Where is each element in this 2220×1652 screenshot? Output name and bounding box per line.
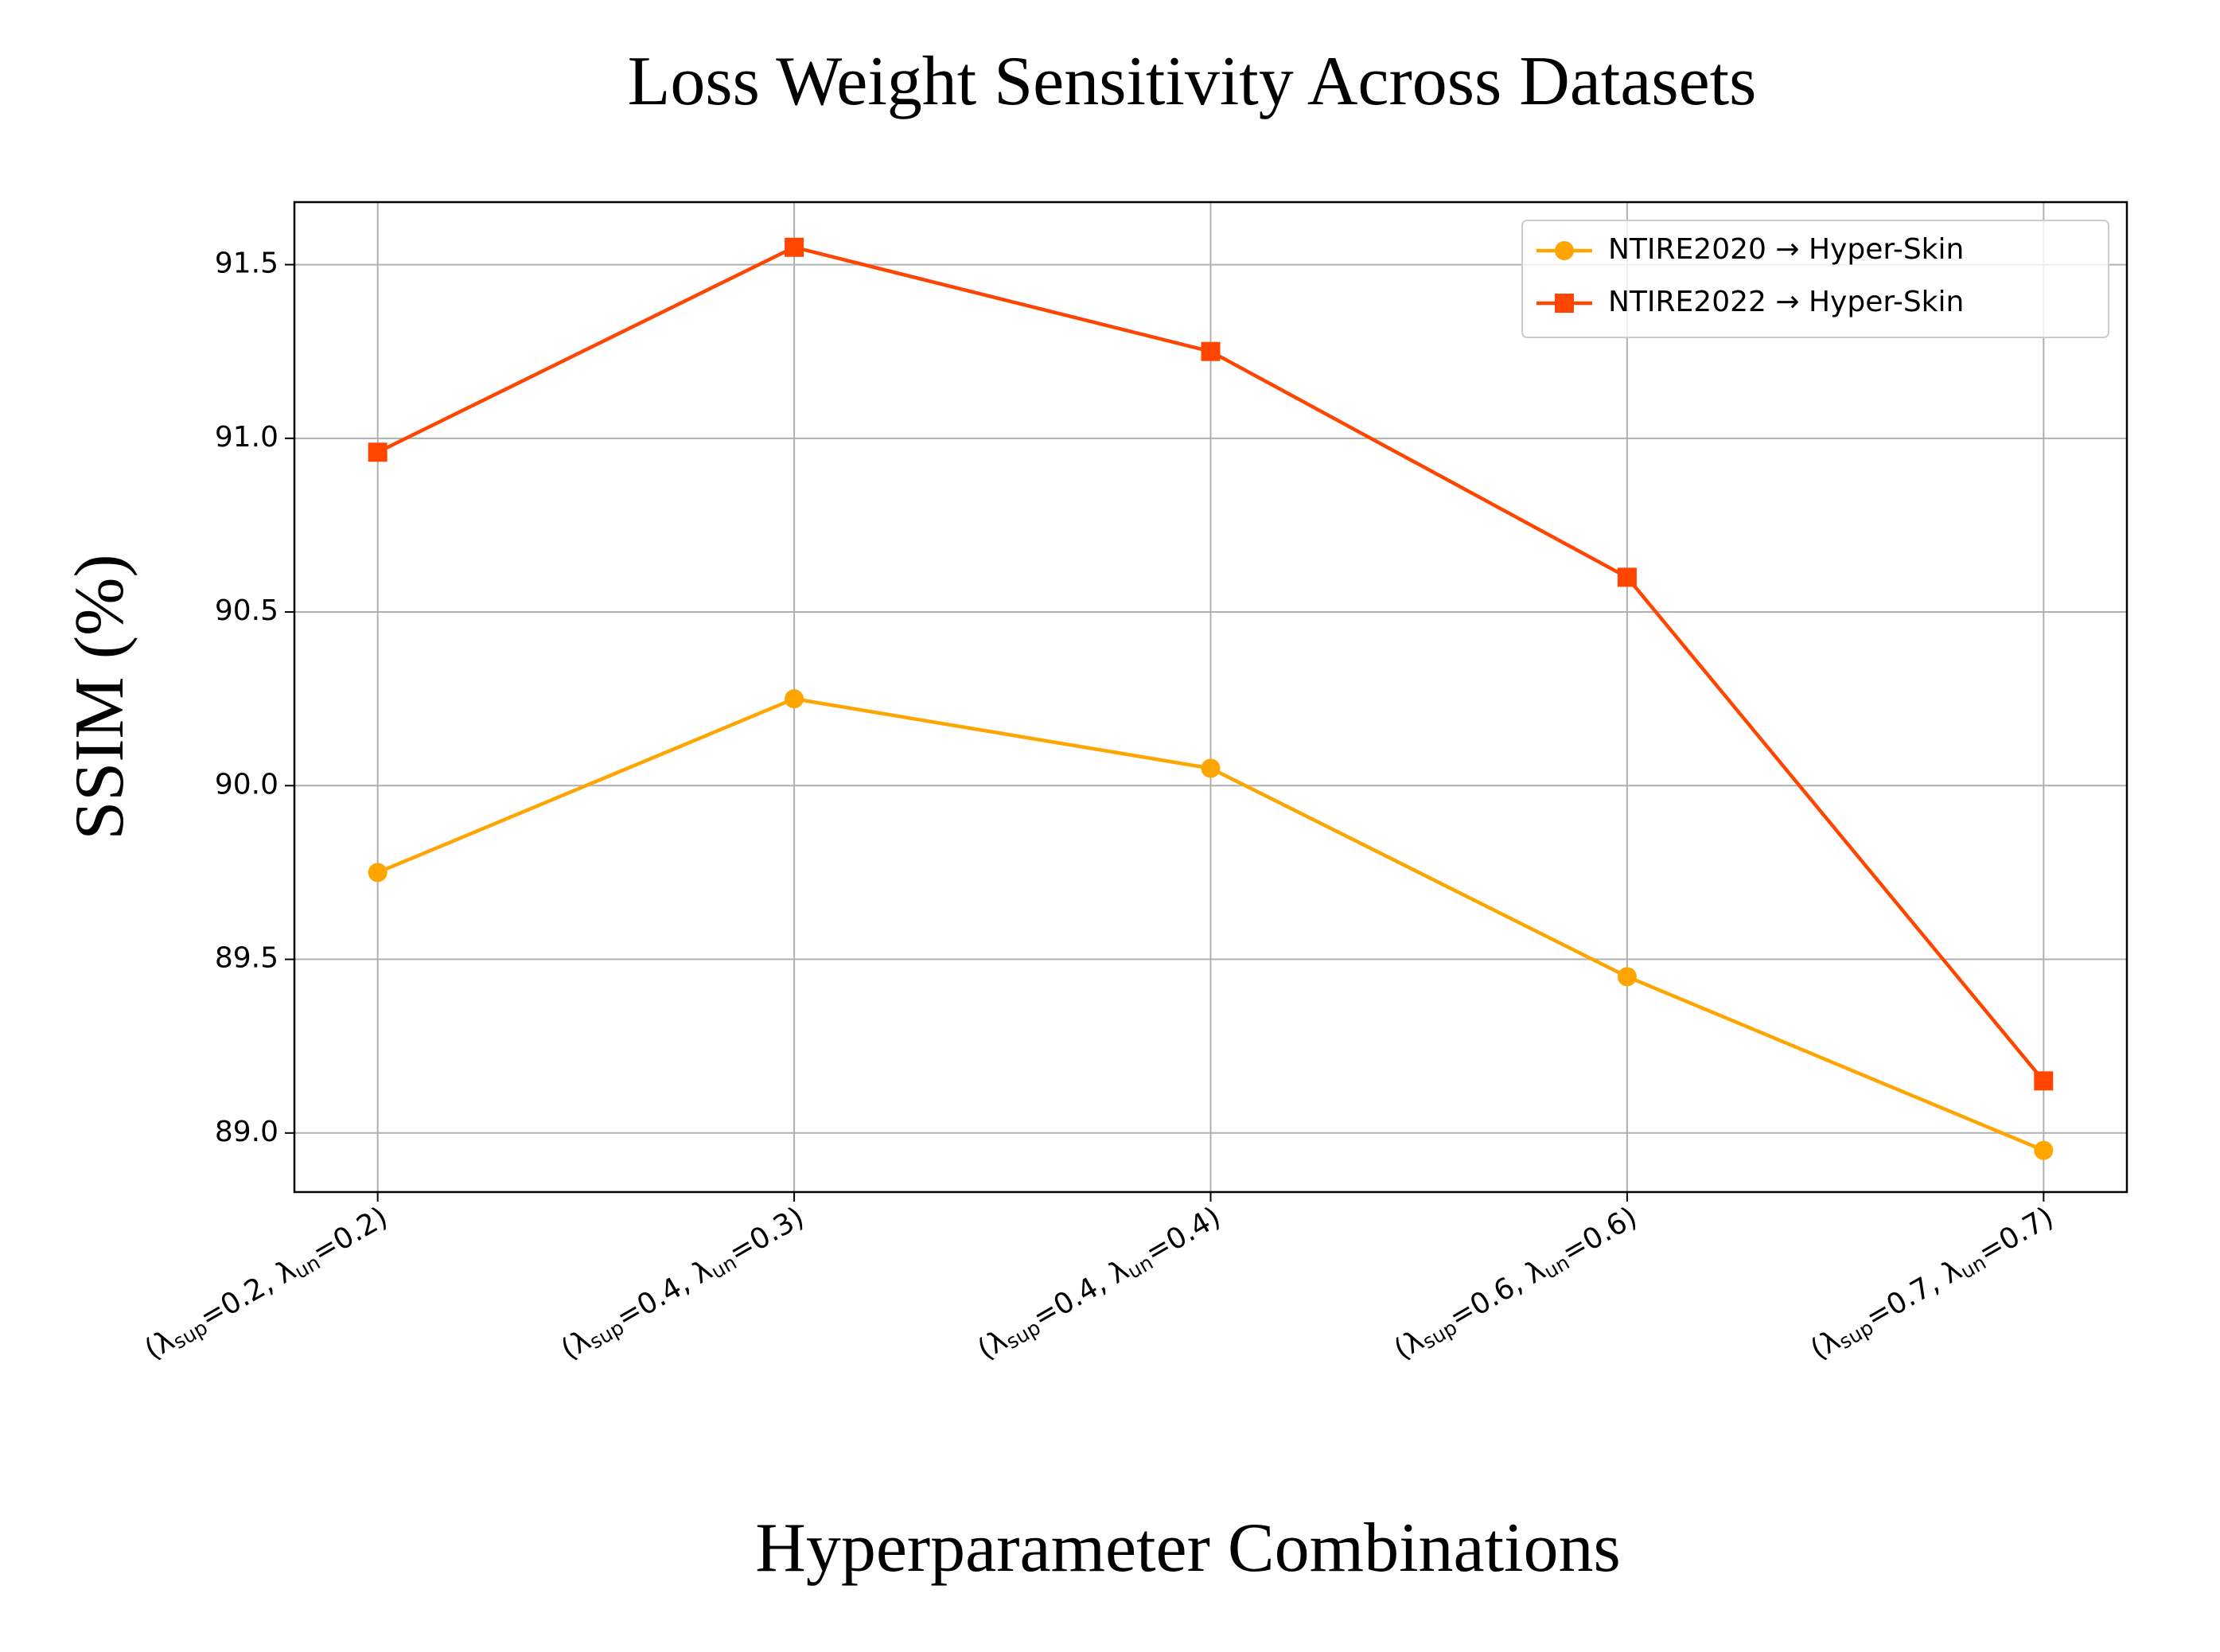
y-tick-label: 90.5 (215, 594, 278, 627)
y-tick-label: 89.5 (215, 942, 278, 975)
legend-box (1521, 220, 2109, 338)
data-point (1201, 341, 1221, 361)
plot-frame (293, 201, 2128, 1194)
data-point (1617, 567, 1637, 587)
y-tick-label: 89.0 (215, 1116, 278, 1148)
y-tick-label: 91.5 (215, 247, 278, 280)
data-point (1617, 967, 1637, 987)
data-point (2034, 1071, 2054, 1091)
y-tick-label: 90.0 (215, 768, 278, 801)
data-point (785, 237, 804, 257)
y-axis-label: SSIM (%) (61, 554, 138, 840)
chart-title: Loss Weight Sensitivity Across Datasets (628, 43, 1757, 120)
legend-marker (1555, 294, 1574, 313)
data-point (2034, 1140, 2054, 1160)
y-tick-label: 91.0 (215, 421, 278, 454)
data-point (368, 442, 388, 462)
data-point (1201, 758, 1221, 778)
legend-label: NTIRE2022 → Hyper-Skin (1608, 286, 1964, 318)
legend-label: NTIRE2020 → Hyper-Skin (1608, 233, 1964, 266)
data-point (785, 689, 804, 709)
legend-marker (1555, 241, 1574, 260)
x-axis-label: Hyperparameter Combinations (755, 1510, 1620, 1587)
data-point (368, 863, 388, 882)
